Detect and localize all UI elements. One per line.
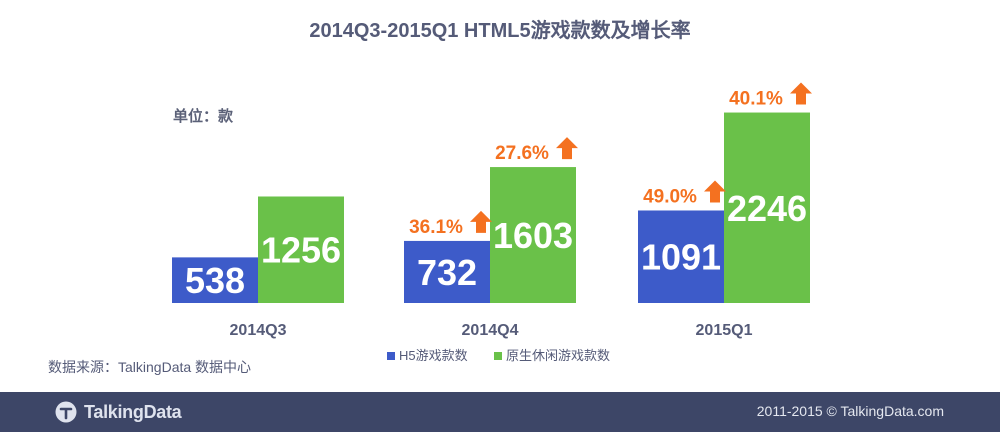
- bar-native-2015Q1: [724, 112, 810, 303]
- legend-swatch-h5: [387, 352, 395, 360]
- bar-h5-2014Q4: [404, 240, 490, 303]
- value-label: 732: [417, 252, 477, 293]
- growth-label: 40.1%: [729, 89, 783, 110]
- chart-title: 2014Q3-2015Q1 HTML5游戏款数及增长率: [309, 18, 690, 42]
- bar-native-2014Q3: [258, 196, 344, 303]
- chart: 2014Q3-2015Q1 HTML5游戏款数及增长率 单位：款 538 1256…: [48, 18, 812, 375]
- legend: H5游戏款数 原生休闲游戏款数: [387, 348, 610, 363]
- value-label: 1091: [641, 237, 721, 278]
- category-label: 2015Q1: [696, 322, 753, 339]
- value-label: 1603: [493, 215, 573, 256]
- bars-layer: [172, 112, 810, 303]
- brand-logo: TalkingData: [54, 399, 182, 425]
- copyright-text: 2011-2015 © TalkingData.com: [756, 403, 944, 419]
- up-arrow-icon: [556, 137, 578, 160]
- value-label: 538: [185, 260, 245, 301]
- footer-bar: TalkingData 2011-2015 © TalkingData.com: [0, 392, 1000, 432]
- value-label: 2246: [727, 188, 807, 229]
- growth-label: 36.1%: [409, 217, 463, 238]
- up-arrow-icon: [790, 82, 812, 105]
- value-label: 1256: [261, 230, 341, 271]
- talkingdata-logo-icon: [55, 401, 77, 423]
- labels-layer: 538 1256 2014Q3 732 36.1% 1603 27.6% 2014Q4 1091…: [185, 82, 812, 339]
- category-label: 2014Q3: [230, 322, 287, 339]
- legend-label-native: 原生休闲游戏款数: [506, 348, 610, 363]
- category-label: 2014Q4: [462, 322, 519, 339]
- growth-label: 49.0%: [643, 186, 697, 207]
- up-arrow-icon: [470, 210, 492, 233]
- up-arrow-icon: [704, 180, 726, 203]
- legend-label-h5: H5游戏款数: [399, 348, 468, 363]
- brand-name: TalkingData: [84, 401, 182, 422]
- bar-h5-2015Q1: [638, 210, 724, 303]
- growth-label: 27.6%: [495, 143, 549, 164]
- bar-h5-2014Q3: [172, 257, 258, 303]
- unit-label: 单位：款: [173, 107, 234, 125]
- bar-native-2014Q4: [490, 167, 576, 303]
- source-note: 数据来源：TalkingData 数据中心: [48, 359, 251, 375]
- legend-swatch-native: [494, 352, 502, 360]
